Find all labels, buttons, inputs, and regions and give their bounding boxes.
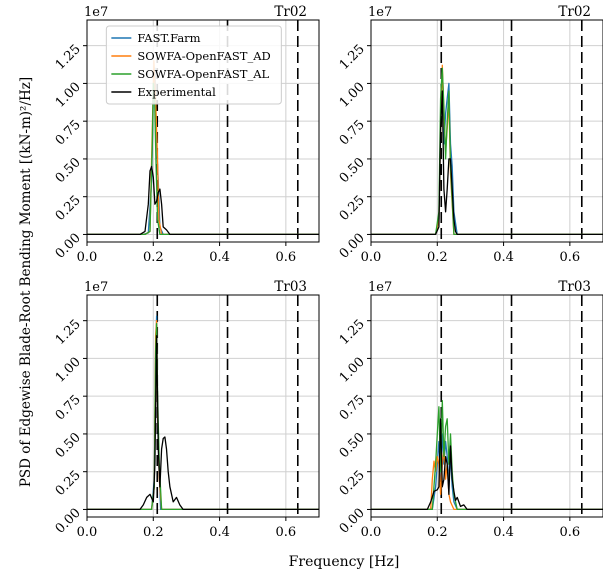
series-group bbox=[371, 400, 603, 511]
y-multiplier: 1e7 bbox=[84, 280, 108, 295]
legend: FAST.Farm SOWFA-OpenFAST_AD SOWFA-OpenFAST… bbox=[105, 25, 282, 105]
x-tick-label: 0.4 bbox=[209, 525, 230, 540]
x-tick-label: 0.0 bbox=[361, 525, 382, 540]
series-group bbox=[87, 315, 319, 511]
x-tick-label: 0.6 bbox=[276, 525, 297, 540]
panel-title: Tr02 bbox=[274, 4, 307, 20]
y-multiplier: 1e7 bbox=[84, 5, 108, 20]
x-tick-label: 0.0 bbox=[361, 250, 382, 265]
panel-title: Tr02 bbox=[558, 4, 591, 20]
x-tick-label: 0.6 bbox=[560, 250, 581, 265]
x-tick-label: 0.6 bbox=[560, 525, 581, 540]
series-line-sowfa-openfast-ad bbox=[371, 448, 603, 511]
series-line-sowfa-openfast-al bbox=[87, 323, 319, 511]
x-tick-label: 0.2 bbox=[143, 250, 164, 265]
legend-box bbox=[105, 25, 282, 105]
legend-entry: SOWFA-OpenFAST_AL bbox=[137, 67, 269, 81]
series-line-experimental bbox=[371, 418, 603, 511]
x-tick-label: 0.2 bbox=[427, 525, 448, 540]
figure-xlabel: Frequency [Hz] bbox=[289, 554, 400, 570]
x-tick-label: 0.0 bbox=[77, 525, 98, 540]
axes-frame bbox=[370, 294, 603, 518]
series-line-experimental bbox=[87, 335, 319, 511]
series-line-experimental bbox=[87, 165, 319, 236]
series-group bbox=[371, 64, 603, 236]
x-tick-label: 0.2 bbox=[143, 525, 164, 540]
panel-title: Tr03 bbox=[274, 279, 307, 295]
legend-entry: SOWFA-OpenFAST_AD bbox=[137, 49, 270, 63]
y-multiplier: 1e7 bbox=[368, 5, 392, 20]
axes-frame bbox=[86, 19, 320, 243]
x-tick-label: 0.4 bbox=[209, 250, 230, 265]
axes-frame bbox=[86, 294, 320, 518]
x-tick-label: 0.2 bbox=[427, 250, 448, 265]
figure-ylabel: PSD of Edgewise Blade-Root Bending Momen… bbox=[18, 77, 34, 487]
legend-entry: Experimental bbox=[137, 85, 216, 99]
y-multiplier: 1e7 bbox=[368, 280, 392, 295]
legend-entry: FAST.Farm bbox=[137, 31, 200, 45]
x-tick-label: 0.4 bbox=[493, 250, 514, 265]
x-tick-label: 0.6 bbox=[276, 250, 297, 265]
x-tick-label: 0.0 bbox=[77, 250, 98, 265]
panel-title: Tr03 bbox=[558, 279, 591, 295]
series-line-experimental bbox=[371, 90, 603, 236]
axes-frame bbox=[370, 19, 603, 243]
x-tick-label: 0.4 bbox=[493, 525, 514, 540]
